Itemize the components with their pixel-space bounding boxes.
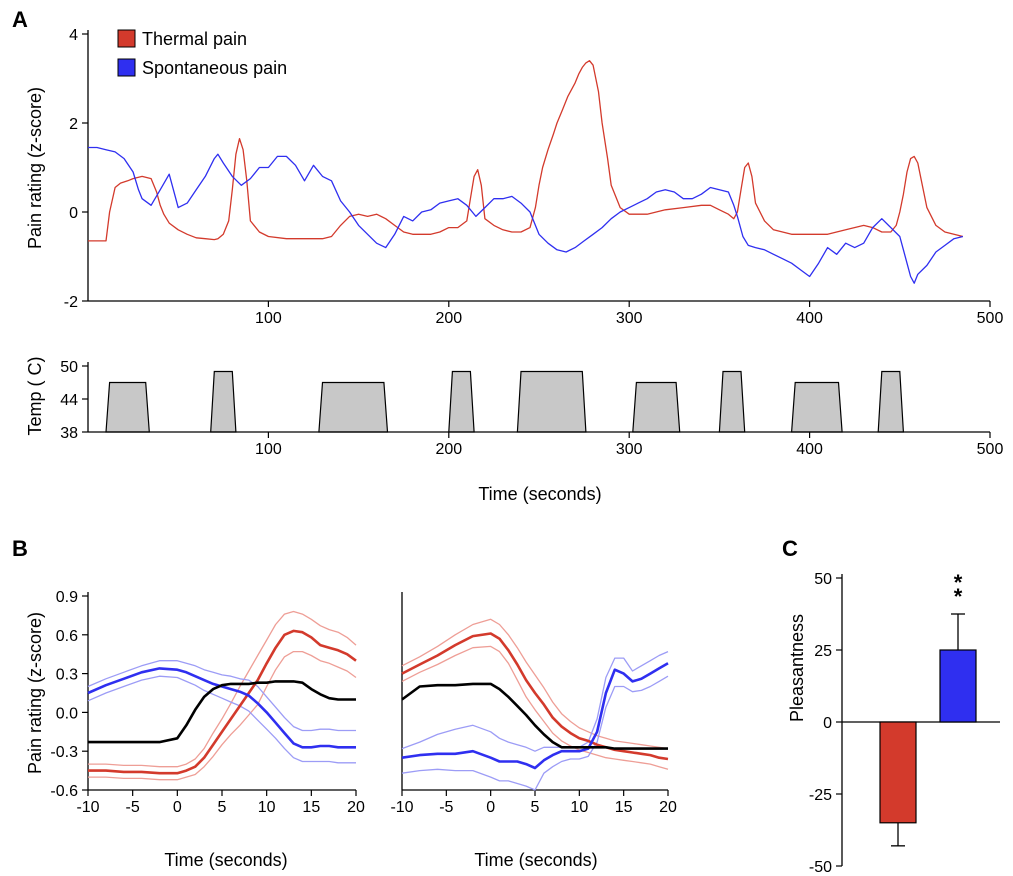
x-tick-label: 15 <box>615 799 633 816</box>
spontaneous-pain-line <box>88 146 964 284</box>
panel-c-y-label: Pleasantness <box>787 614 807 722</box>
y-tick-label: 50 <box>814 571 832 588</box>
x-tick-label: 500 <box>977 441 1004 458</box>
panel-b-right-x-label: Time (seconds) <box>474 850 597 870</box>
y-tick-label: 0.6 <box>56 628 78 645</box>
x-tick-label: 400 <box>796 441 823 458</box>
panel-a-temp-plot: 38 44 50 100 200 300 400 500 <box>60 359 1003 458</box>
stimulus-block <box>210 370 237 433</box>
y-tick-label: 44 <box>60 392 78 409</box>
y-tick-label: 50 <box>60 359 78 376</box>
thermal-pain-line <box>88 60 964 242</box>
x-tick-label: -10 <box>390 799 413 816</box>
panel-label-b: B <box>12 536 28 561</box>
x-tick-label: 20 <box>659 799 677 816</box>
temperature-line <box>88 680 356 744</box>
x-tick-label: 400 <box>796 310 823 327</box>
y-tick-label: 0.3 <box>56 667 78 684</box>
stimulus-block <box>105 381 150 433</box>
y-tick-label: 0.0 <box>56 705 78 722</box>
x-tick-label: 300 <box>616 441 643 458</box>
spontaneous-ci-line <box>401 651 669 752</box>
x-tick-label: 200 <box>435 310 462 327</box>
thermal-mean-line <box>401 632 669 761</box>
x-tick-label: 0 <box>173 799 182 816</box>
y-tick-label: -0.6 <box>50 783 78 800</box>
bar <box>939 649 977 723</box>
x-tick-label: 20 <box>347 799 365 816</box>
panel-b-right-plot: -10 -5 0 5 10 15 20 <box>390 592 677 816</box>
legend-label-thermal: Thermal pain <box>142 29 247 49</box>
bar <box>879 721 917 824</box>
spontaneous-ci-line <box>87 675 356 764</box>
panel-b-left-x-label: Time (seconds) <box>164 850 287 870</box>
spontaneous-mean-line <box>87 667 356 749</box>
y-tick-label: 38 <box>60 425 78 442</box>
x-tick-label: 500 <box>977 310 1004 327</box>
panel-label-a: A <box>12 7 28 32</box>
panel-a-pain-plot: -2 0 2 4 100 200 300 400 500 <box>64 27 1004 327</box>
thermal-ci-line <box>88 610 357 768</box>
significance-marker: * * <box>954 570 963 609</box>
x-tick-label: -5 <box>439 799 453 816</box>
x-tick-label: 5 <box>531 799 540 816</box>
panel-a-x-label: Time (seconds) <box>478 484 601 504</box>
thermal-ci-line <box>401 645 669 770</box>
legend: Thermal pain Spontaneous pain <box>117 29 287 78</box>
thermal-ci-line <box>401 618 669 750</box>
stimulus-block <box>718 370 746 433</box>
y-tick-label: 0 <box>69 205 78 222</box>
stimulus-block <box>790 381 843 433</box>
y-tick-label: -25 <box>809 787 832 804</box>
x-tick-label: 100 <box>255 441 282 458</box>
panel-c-bar-plot: -50 -25 0 25 50 <box>809 571 1000 876</box>
x-tick-label: 200 <box>435 441 462 458</box>
panel-b-left-plot: -0.6 -0.3 0.0 0.3 0.6 0.9 -10 -5 0 5 10 15 20 <box>50 589 365 816</box>
x-tick-label: 15 <box>302 799 320 816</box>
legend-swatch-spontaneous <box>117 58 136 77</box>
thermal-ci-line <box>88 650 357 781</box>
y-tick-label: -50 <box>809 859 832 876</box>
temperature-line <box>401 682 668 750</box>
spontaneous-mean-line <box>401 662 669 770</box>
y-tick-label: 2 <box>69 116 78 133</box>
x-tick-label: -5 <box>126 799 140 816</box>
y-tick-label: 25 <box>814 643 832 660</box>
x-tick-label: 0 <box>486 799 495 816</box>
stimulus-block <box>632 381 681 433</box>
panel-a-y-label: Pain rating (z-score) <box>25 87 45 249</box>
x-tick-label: 300 <box>616 310 643 327</box>
y-tick-label: -0.3 <box>50 744 78 761</box>
legend-label-spontaneous: Spontaneous pain <box>142 58 287 78</box>
stimulus-block <box>516 370 587 433</box>
y-tick-label: 0.9 <box>56 589 78 606</box>
stimulus-block <box>448 370 475 433</box>
x-tick-label: 10 <box>258 799 276 816</box>
x-tick-label: 100 <box>255 310 282 327</box>
stimulus-block <box>318 381 389 433</box>
y-tick-label: 4 <box>69 27 78 44</box>
stimulus-block <box>877 370 905 433</box>
spontaneous-ci-line <box>87 660 356 732</box>
thermal-mean-line <box>88 629 357 775</box>
spontaneous-ci-line <box>401 675 669 791</box>
x-tick-label: 10 <box>570 799 588 816</box>
x-tick-label: -10 <box>76 799 99 816</box>
y-tick-label: -2 <box>64 294 78 311</box>
panel-a-temp-y-label: Temp ( C) <box>25 356 45 435</box>
y-tick-label: 0 <box>823 715 832 732</box>
panel-label-c: C <box>782 536 798 561</box>
x-tick-label: 5 <box>218 799 227 816</box>
legend-swatch-thermal <box>117 29 136 48</box>
panel-b-y-label: Pain rating (z-score) <box>25 612 45 774</box>
